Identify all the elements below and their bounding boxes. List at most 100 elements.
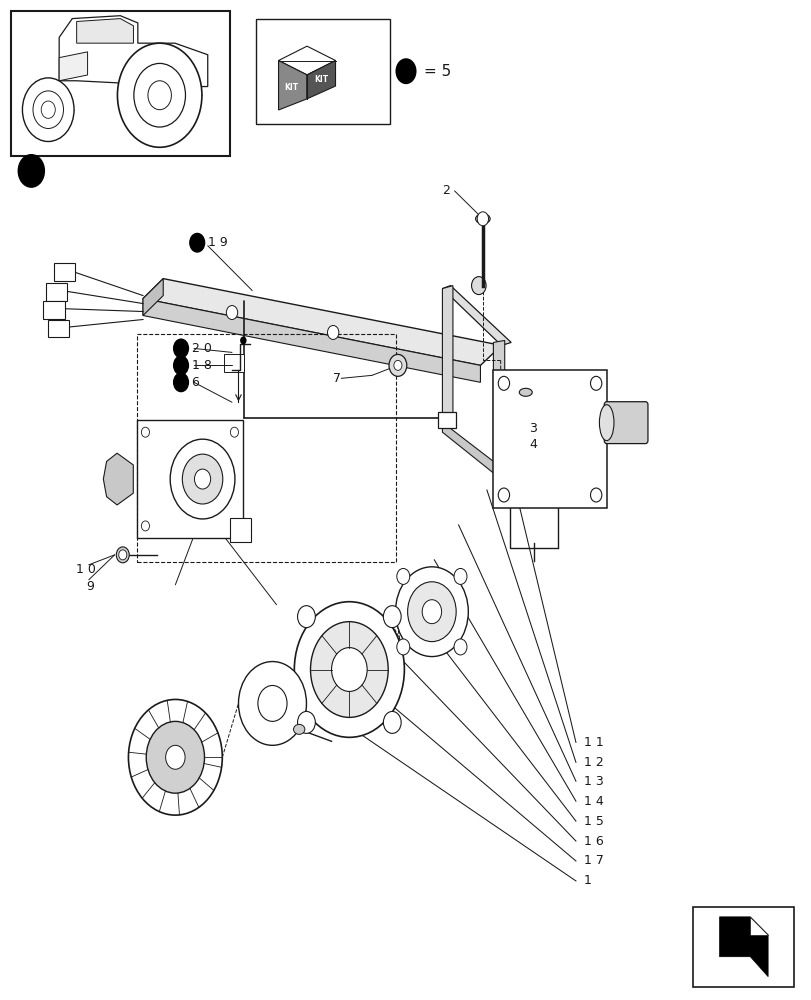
Text: 1 7: 1 7 <box>583 854 603 867</box>
Text: 7: 7 <box>333 372 341 385</box>
FancyBboxPatch shape <box>603 402 647 444</box>
Circle shape <box>165 745 185 769</box>
Circle shape <box>397 639 410 655</box>
Circle shape <box>194 469 210 489</box>
Circle shape <box>422 600 441 624</box>
Circle shape <box>297 606 315 628</box>
Circle shape <box>238 662 306 745</box>
Text: 1 1: 1 1 <box>583 736 603 749</box>
Circle shape <box>146 721 204 793</box>
Polygon shape <box>76 19 133 43</box>
Text: 8: 8 <box>244 523 252 536</box>
Circle shape <box>182 454 222 504</box>
Circle shape <box>498 376 509 390</box>
Circle shape <box>297 711 315 733</box>
Polygon shape <box>719 917 767 977</box>
Bar <box>493 370 606 508</box>
Circle shape <box>383 606 401 628</box>
Circle shape <box>173 372 189 392</box>
Text: 8: 8 <box>236 525 243 535</box>
Polygon shape <box>278 61 307 110</box>
Text: 1 8: 1 8 <box>191 359 211 372</box>
Circle shape <box>477 212 488 226</box>
Text: 6: 6 <box>191 376 200 389</box>
Polygon shape <box>59 52 88 81</box>
Text: 4: 4 <box>528 438 536 451</box>
Polygon shape <box>749 917 767 935</box>
Circle shape <box>148 81 171 110</box>
Circle shape <box>397 568 410 584</box>
Bar <box>54 263 75 281</box>
Text: 1 6: 1 6 <box>583 835 603 848</box>
Text: 1 4: 1 4 <box>583 795 603 808</box>
Circle shape <box>471 277 486 295</box>
Circle shape <box>128 699 222 815</box>
Circle shape <box>453 568 466 584</box>
Circle shape <box>141 427 149 437</box>
Polygon shape <box>59 16 208 87</box>
Circle shape <box>240 336 247 344</box>
Circle shape <box>170 439 234 519</box>
Circle shape <box>327 325 338 339</box>
Circle shape <box>134 63 185 127</box>
Bar <box>230 518 251 542</box>
Circle shape <box>388 354 406 376</box>
Circle shape <box>33 91 63 128</box>
Polygon shape <box>143 279 501 365</box>
Bar <box>11 11 230 156</box>
Text: KIT: KIT <box>284 83 298 92</box>
Circle shape <box>118 43 202 147</box>
Circle shape <box>498 488 509 502</box>
Text: 2: 2 <box>442 184 450 197</box>
Circle shape <box>41 101 55 118</box>
Circle shape <box>23 78 74 141</box>
Text: 1 5: 1 5 <box>583 815 603 828</box>
Polygon shape <box>442 422 504 482</box>
Ellipse shape <box>519 388 531 396</box>
Bar <box>137 334 396 562</box>
Bar <box>44 301 64 319</box>
Circle shape <box>395 58 416 84</box>
Circle shape <box>230 521 238 531</box>
Text: 9: 9 <box>86 580 94 593</box>
Text: 1: 1 <box>583 874 591 887</box>
Bar <box>224 354 244 372</box>
Circle shape <box>230 427 238 437</box>
Bar <box>46 283 67 301</box>
Circle shape <box>141 521 149 531</box>
Circle shape <box>407 582 456 642</box>
Circle shape <box>521 420 529 430</box>
Circle shape <box>395 567 468 657</box>
Bar <box>438 412 456 428</box>
Bar <box>256 19 389 124</box>
Text: 1 3: 1 3 <box>583 775 603 788</box>
Circle shape <box>18 154 45 188</box>
Circle shape <box>310 622 388 717</box>
Text: 1 0: 1 0 <box>75 563 96 576</box>
Circle shape <box>590 376 601 390</box>
Text: 3: 3 <box>528 422 536 435</box>
Polygon shape <box>103 453 133 505</box>
Polygon shape <box>442 286 453 422</box>
Polygon shape <box>442 286 511 345</box>
Circle shape <box>294 602 404 737</box>
Circle shape <box>453 639 466 655</box>
Circle shape <box>226 306 238 320</box>
Ellipse shape <box>116 547 129 563</box>
Text: = 5: = 5 <box>423 64 450 79</box>
Circle shape <box>118 550 127 560</box>
Text: 1 9: 1 9 <box>208 236 227 249</box>
Text: KIT: KIT <box>314 75 328 84</box>
Ellipse shape <box>475 214 490 224</box>
Bar <box>693 907 793 987</box>
Polygon shape <box>143 279 163 316</box>
Circle shape <box>383 711 401 733</box>
Circle shape <box>189 233 205 253</box>
Polygon shape <box>278 46 335 75</box>
Polygon shape <box>307 61 335 99</box>
Bar <box>49 320 69 337</box>
Text: 2 0: 2 0 <box>191 342 211 355</box>
Circle shape <box>258 685 287 721</box>
Polygon shape <box>143 299 480 382</box>
Ellipse shape <box>599 405 613 441</box>
